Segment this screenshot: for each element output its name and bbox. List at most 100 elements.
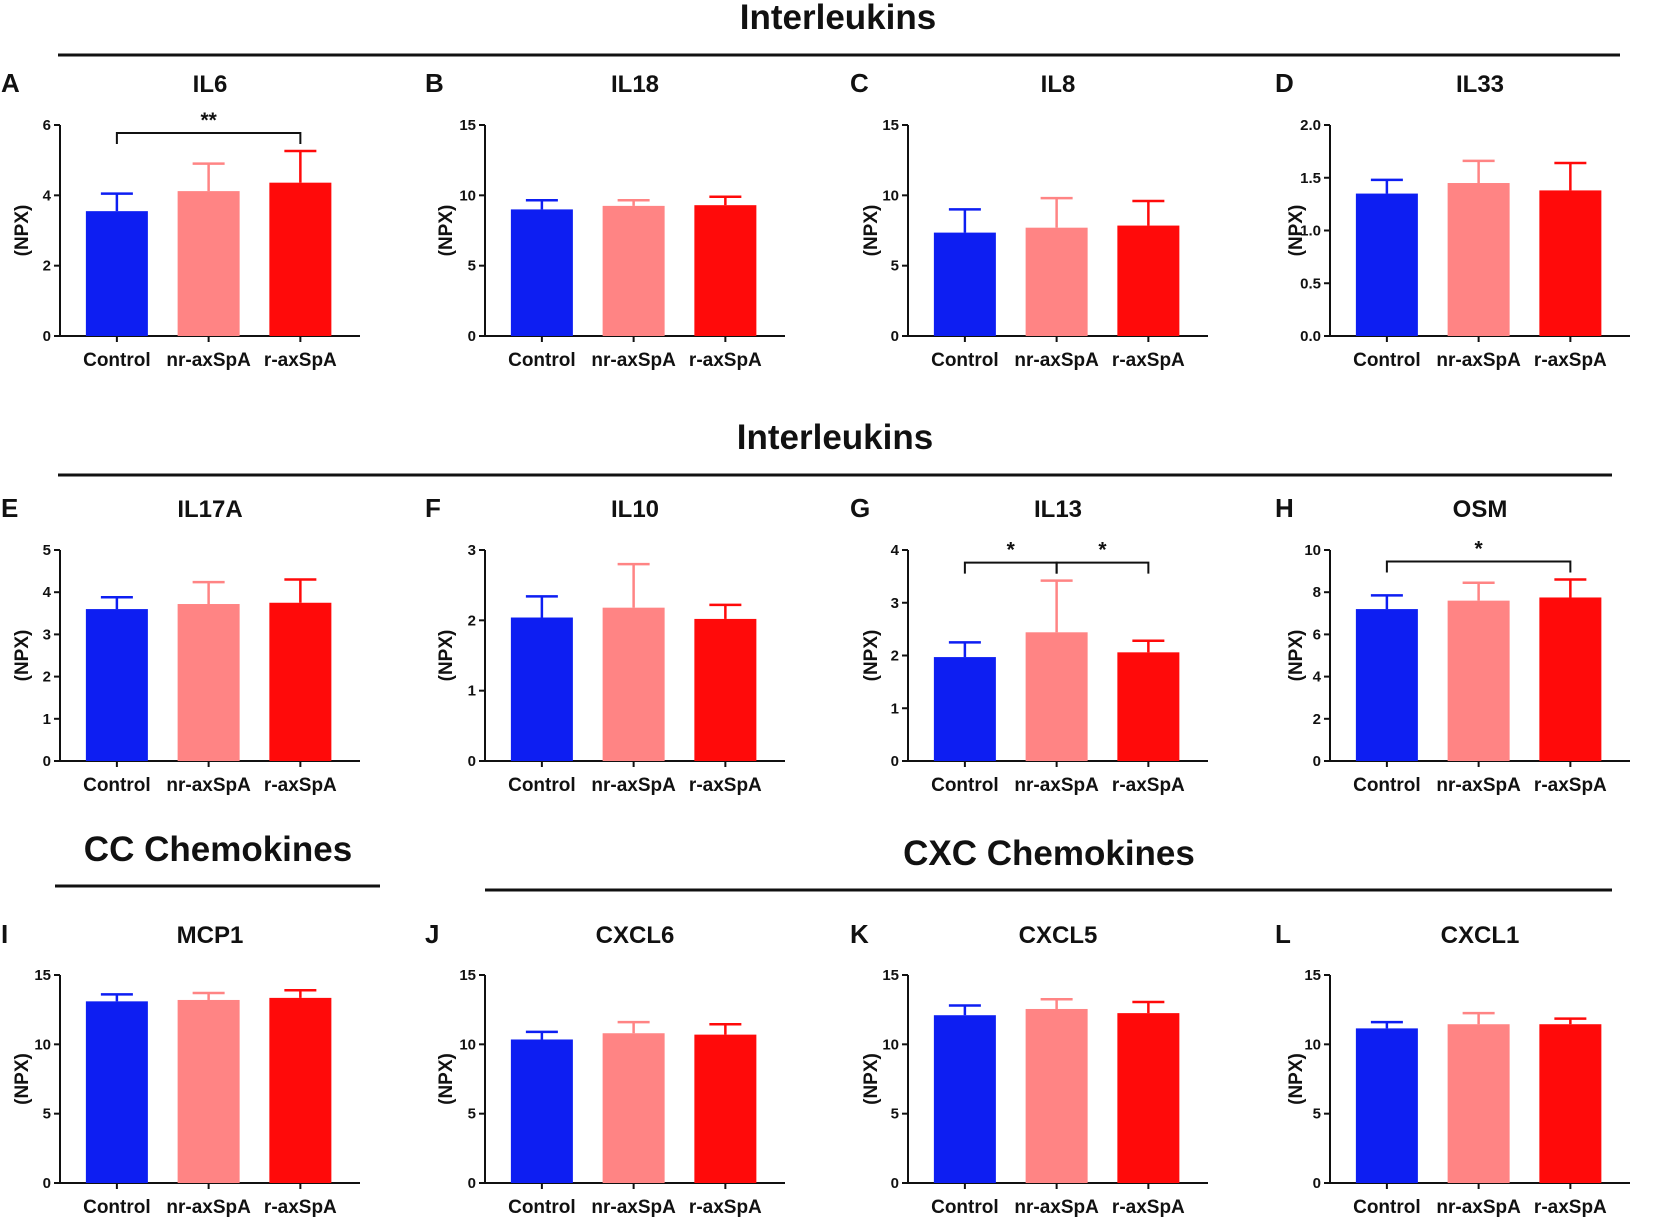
bar-control <box>933 657 996 761</box>
y-tick-label: 2 <box>891 648 899 665</box>
y-tick-label: 1 <box>891 700 899 717</box>
bar-control <box>1355 1028 1418 1183</box>
panel-title: MCP1 <box>177 922 244 949</box>
y-tick-label: 2 <box>468 612 476 629</box>
y-axis-label: (NPX) <box>1286 205 1307 257</box>
y-tick-label: 2 <box>43 669 51 686</box>
panel-letter: A <box>1 68 20 98</box>
panel-title: CXCL5 <box>1019 922 1098 949</box>
y-tick-label: 3 <box>891 595 899 612</box>
y-tick-label: 15 <box>459 117 476 134</box>
y-tick-label: 1 <box>468 683 476 700</box>
y-axis-label: (NPX) <box>12 630 33 682</box>
panel-title: IL6 <box>193 71 228 98</box>
category-label: nr-axSpA <box>1014 1197 1099 1217</box>
y-tick-label: 0 <box>468 1175 476 1192</box>
category-label: nr-axSpA <box>591 1197 676 1217</box>
significance-bracket <box>1055 561 1150 574</box>
panel-letter: C <box>850 68 869 98</box>
panel-title: IL13 <box>1034 496 1082 523</box>
bar-control <box>933 1015 996 1183</box>
bar-nr-axspa <box>1447 1024 1510 1183</box>
panel-e: E IL17A (NPX) 0 1 2 3 4 5 Control nr-axSpA r-axSpA <box>1 493 360 796</box>
category-label: r-axSpA <box>689 350 762 371</box>
y-tick-label: 15 <box>459 967 476 984</box>
category-label: r-axSpA <box>264 1197 337 1217</box>
bar-control <box>1355 609 1418 761</box>
y-tick-label: 0.5 <box>1300 275 1321 292</box>
y-tick-label: 2.0 <box>1300 117 1321 134</box>
panel-letter: B <box>425 68 444 98</box>
y-tick-label: 5 <box>1313 1106 1321 1123</box>
panel-title: CXCL1 <box>1441 922 1520 949</box>
panel-i: I MCP1 (NPX) 0 5 10 15 Control nr-axSpA r-axSpA <box>1 919 360 1217</box>
category-label: r-axSpA <box>1112 350 1185 371</box>
y-tick-label: 6 <box>1313 626 1321 643</box>
panel-letter: E <box>1 493 18 523</box>
y-tick-label: 0.0 <box>1300 328 1321 345</box>
bar-control <box>510 1039 573 1183</box>
significance-bracket <box>963 561 1058 574</box>
significance-label: * <box>1007 539 1016 562</box>
y-axis-label: (NPX) <box>1286 630 1307 682</box>
section-title-interleukins-1: Interleukins <box>740 0 936 37</box>
bar-nr-axspa <box>1025 227 1088 336</box>
category-label: Control <box>931 1197 999 1217</box>
bar-control <box>85 1001 148 1183</box>
bar-control <box>933 232 996 336</box>
bar-nr-axspa <box>1025 632 1088 761</box>
panel-letter: K <box>850 919 869 949</box>
y-tick-label: 8 <box>1313 584 1321 601</box>
category-label: nr-axSpA <box>166 775 251 796</box>
category-label: r-axSpA <box>689 1197 762 1217</box>
bar-r-axspa <box>1117 652 1180 761</box>
bar-nr-axspa <box>177 999 240 1183</box>
panel-k: K CXCL5 (NPX) 0 5 10 15 Control nr-axSpA r-axSpA <box>850 919 1208 1217</box>
y-axis-label: (NPX) <box>436 205 457 257</box>
category-label: nr-axSpA <box>1014 350 1099 371</box>
section-title-interleukins-2: Interleukins <box>737 418 933 457</box>
bar-control <box>1355 193 1418 336</box>
y-tick-label: 10 <box>1304 542 1321 559</box>
panel-f: F IL10 (NPX) 0 1 2 3 Control nr-axSpA r-axSpA <box>425 493 785 796</box>
bar-nr-axspa <box>1025 1008 1088 1183</box>
category-label: nr-axSpA <box>1014 775 1099 796</box>
panel-title: IL8 <box>1041 71 1076 98</box>
bar-r-axspa <box>1539 597 1602 761</box>
category-label: Control <box>83 1197 151 1217</box>
y-axis-label: (NPX) <box>436 630 457 682</box>
y-tick-label: 5 <box>891 258 899 275</box>
panel-letter: D <box>1275 68 1294 98</box>
y-tick-label: 0 <box>43 753 51 770</box>
y-tick-label: 3 <box>43 626 51 643</box>
y-tick-label: 0 <box>891 328 899 345</box>
y-tick-label: 10 <box>459 187 476 204</box>
panel-a: A IL6 (NPX) 0 2 4 6 Control nr-axSpA r-axSpA ** <box>1 68 360 371</box>
category-label: Control <box>1353 350 1421 371</box>
y-axis-label: (NPX) <box>861 1053 882 1105</box>
category-label: Control <box>1353 1197 1421 1217</box>
category-label: r-axSpA <box>1534 350 1607 371</box>
category-label: r-axSpA <box>264 775 337 796</box>
y-tick-label: 0 <box>43 328 51 345</box>
panel-j: J CXCL6 (NPX) 0 5 10 15 Control nr-axSpA r-axSpA <box>425 919 785 1217</box>
category-label: Control <box>1353 775 1421 796</box>
y-tick-label: 0 <box>468 753 476 770</box>
panel-d: D IL33 (NPX) 0.0 0.5 1.0 1.5 2.0 Control nr-axSpA… <box>1275 68 1630 371</box>
bar-r-axspa <box>269 602 332 761</box>
significance-bracket <box>115 132 302 145</box>
y-tick-label: 4 <box>43 584 52 601</box>
category-label: Control <box>508 350 576 371</box>
y-axis-label: (NPX) <box>861 630 882 682</box>
panel-letter: F <box>425 493 441 523</box>
category-label: nr-axSpA <box>591 775 676 796</box>
category-label: Control <box>931 775 999 796</box>
y-tick-label: 4 <box>1313 669 1322 686</box>
panel-l: L CXCL1 (NPX) 0 5 10 15 Control nr-axSpA r-axSpA <box>1275 919 1630 1217</box>
bar-r-axspa <box>269 182 332 336</box>
y-tick-label: 0 <box>468 328 476 345</box>
bar-control <box>510 617 573 761</box>
category-label: r-axSpA <box>264 350 337 371</box>
category-label: nr-axSpA <box>591 350 676 371</box>
